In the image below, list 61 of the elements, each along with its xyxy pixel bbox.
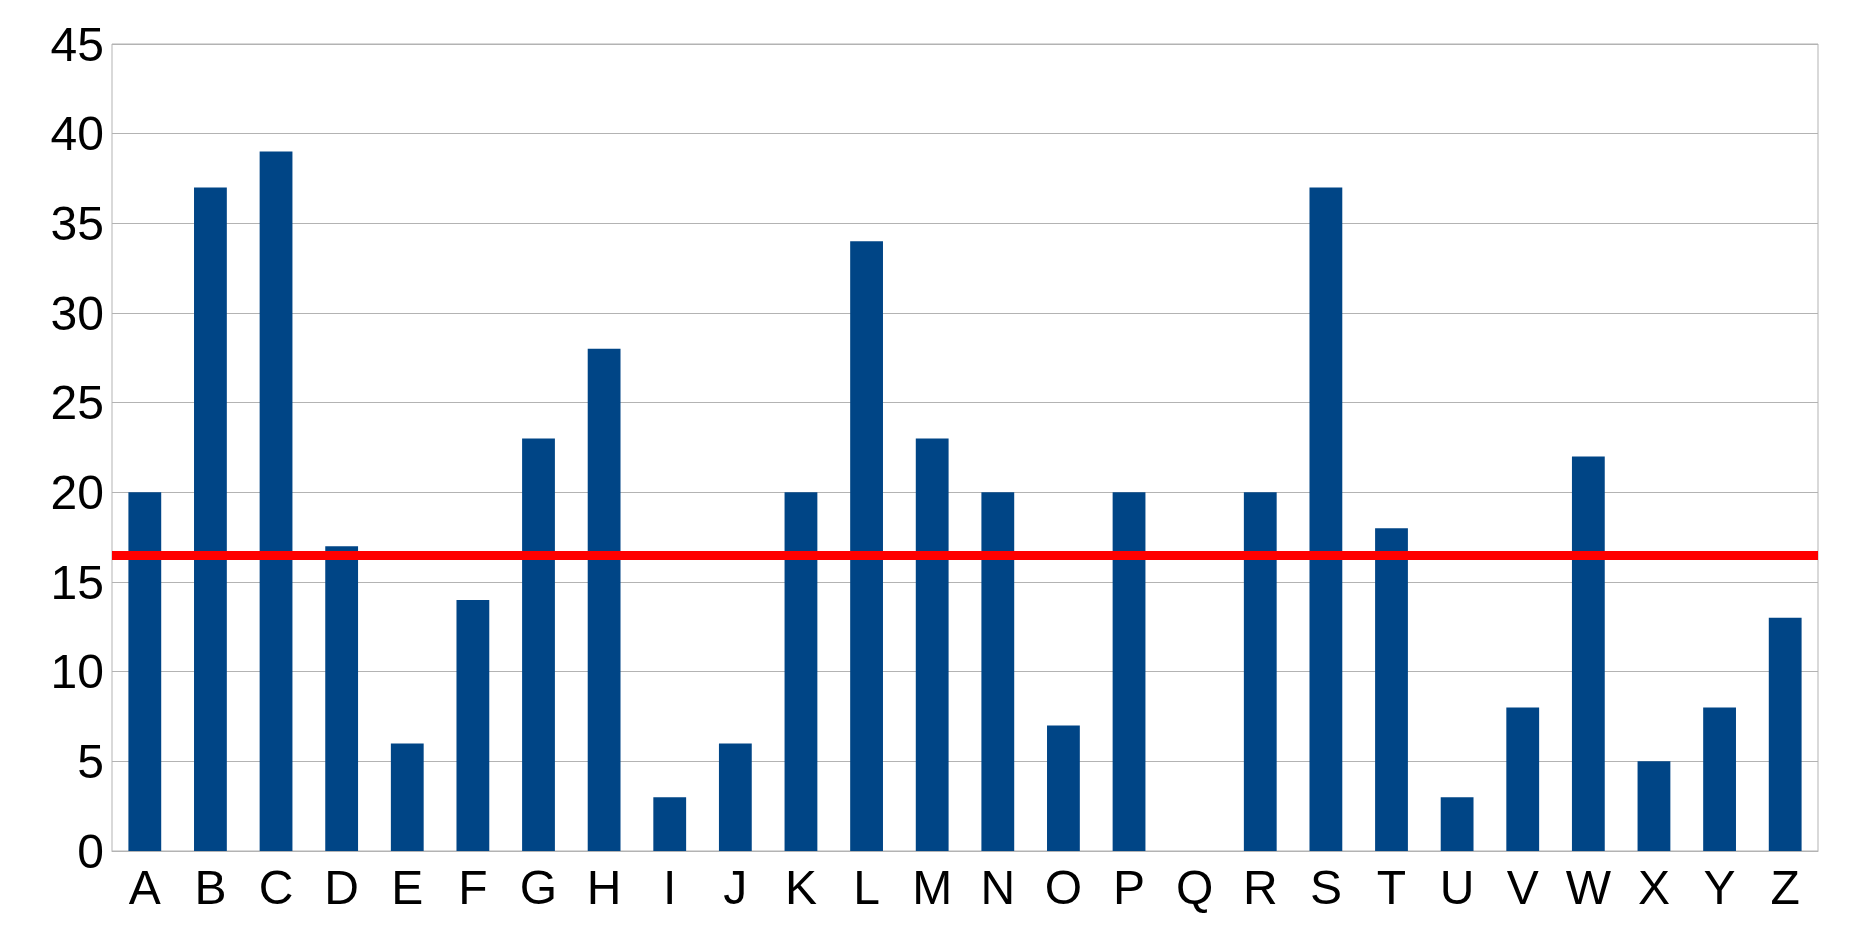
x-tick-label: S (1309, 860, 1342, 914)
bar (784, 492, 818, 851)
x-tick-label: X (1637, 860, 1670, 914)
y-tick-label: 10 (50, 645, 104, 699)
bar (1768, 617, 1802, 851)
bar (128, 492, 162, 851)
bar (587, 348, 621, 851)
x-tick-label: B (194, 860, 227, 914)
bar (718, 743, 752, 851)
x-tick-label: N (980, 860, 1016, 914)
bar (1112, 492, 1146, 851)
x-tick-label: G (519, 860, 558, 914)
x-tick-label: A (128, 860, 161, 914)
y-tick-label: 15 (50, 555, 104, 609)
x-tick-label: Q (1175, 860, 1214, 914)
bar (390, 743, 424, 851)
x-tick-label: W (1565, 860, 1612, 914)
bar (1243, 492, 1277, 851)
x-tick-label: K (784, 860, 817, 914)
bar (1375, 528, 1408, 851)
y-tick-label: 35 (50, 196, 104, 250)
bar (850, 241, 883, 851)
bar (1637, 761, 1671, 851)
y-tick-label: 30 (50, 286, 104, 340)
x-tick-label: Z (1770, 860, 1800, 914)
bar (522, 438, 555, 851)
x-tick-label: U (1439, 860, 1475, 914)
bar (456, 599, 490, 851)
y-tick-label: 0 (77, 824, 104, 878)
y-tick-label: 40 (50, 107, 104, 161)
x-tick-label: O (1044, 860, 1083, 914)
bar (1440, 797, 1474, 851)
bar (194, 187, 227, 851)
x-tick-label: R (1242, 860, 1278, 914)
x-tick-label: C (258, 860, 294, 914)
x-tick-label: M (912, 860, 953, 914)
x-tick-label: J (723, 860, 748, 914)
bar (981, 492, 1015, 851)
bar (1506, 707, 1540, 851)
x-tick-label: P (1113, 860, 1146, 914)
bar (259, 151, 293, 851)
bar (653, 797, 687, 851)
x-tick-label: T (1376, 860, 1407, 914)
y-tick-label: 5 (77, 734, 104, 788)
x-tick-label: E (391, 860, 424, 914)
bar (1571, 456, 1605, 851)
x-tick-label: I (663, 860, 677, 914)
x-tick-label: Y (1703, 860, 1736, 914)
bar (1047, 725, 1080, 851)
y-tick-label: 20 (50, 465, 104, 519)
y-tick-label: 45 (50, 17, 104, 71)
bar (915, 438, 949, 851)
x-tick-label: H (586, 860, 622, 914)
y-tick-label: 25 (50, 376, 104, 430)
x-tick-label: F (458, 860, 488, 914)
x-tick-label: L (853, 860, 880, 914)
bar (325, 546, 359, 851)
x-tick-label: V (1506, 860, 1539, 914)
bar (1309, 187, 1343, 851)
bar (1703, 707, 1736, 851)
x-tick-label: D (324, 860, 359, 914)
